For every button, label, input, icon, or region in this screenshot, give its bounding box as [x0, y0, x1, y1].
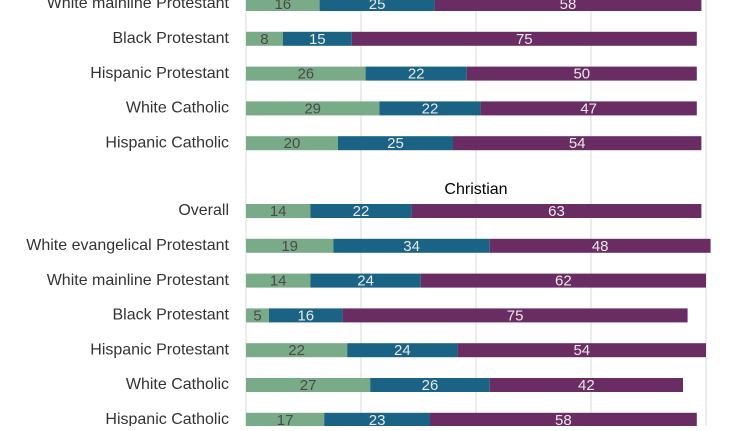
data-label: 20 — [284, 135, 301, 152]
bars — [246, 0, 711, 427]
bar-segment — [338, 136, 453, 151]
data-label: 63 — [548, 203, 565, 220]
data-label: 58 — [560, 0, 577, 13]
bar-segment — [411, 204, 702, 218]
bar-segment — [246, 136, 338, 151]
bar-segment — [480, 101, 697, 116]
bar-segment — [310, 273, 421, 288]
bar-segment — [319, 0, 435, 11]
data-label: 15 — [309, 31, 326, 48]
bar-segment — [246, 238, 334, 253]
data-label: 42 — [578, 377, 595, 394]
data-label: 27 — [300, 377, 317, 394]
data-label: 75 — [516, 31, 533, 48]
data-label: 16 — [297, 307, 314, 324]
category-label-black-protestant: Black Protestant — [113, 30, 230, 47]
bar-segment — [370, 378, 490, 392]
data-label: 22 — [288, 342, 305, 359]
data-label: 54 — [573, 342, 590, 359]
category-label-white-mainline-protestant: White mainline Protestant — [47, 272, 230, 289]
category-label-white-mainline-protestant: White mainline Protestant — [47, 0, 230, 12]
category-label-white-evangelical-protestant: White evangelical Protestant — [26, 237, 229, 254]
data-label: 54 — [569, 135, 586, 152]
bar-segment — [246, 101, 380, 116]
bar-segment — [246, 412, 325, 427]
bar-segment — [489, 378, 683, 392]
data-label: 50 — [573, 66, 590, 83]
bar-segment — [246, 343, 348, 358]
data-label: 47 — [580, 100, 597, 117]
data-label: 14 — [270, 203, 287, 220]
bar-segment — [420, 273, 706, 288]
data-label: 24 — [394, 342, 411, 359]
bar-segment — [457, 343, 706, 358]
data-label: 62 — [555, 273, 572, 290]
data-label: 17 — [277, 412, 294, 426]
bar-segment — [379, 101, 481, 116]
data-label: 22 — [408, 66, 425, 83]
data-label: 16 — [274, 0, 291, 13]
bar-segment — [282, 31, 352, 46]
bar-segment — [246, 31, 283, 46]
data-label: 58 — [555, 412, 572, 426]
data-label: 24 — [357, 273, 374, 290]
bar-segment — [246, 204, 311, 218]
bar-segment — [324, 412, 430, 427]
bar-segment — [434, 0, 702, 11]
data-label: 8 — [260, 31, 268, 48]
data-label: 23 — [369, 412, 386, 426]
bar-segment — [489, 238, 711, 253]
data-label: 25 — [387, 135, 404, 152]
data-label: 75 — [507, 307, 524, 324]
bar-segment — [333, 238, 490, 253]
category-label-overall: Overall — [178, 202, 229, 219]
bar-segment — [347, 343, 458, 358]
data-label: 48 — [592, 238, 609, 255]
category-label-white-catholic: White Catholic — [126, 100, 229, 117]
category-label-hispanic-catholic: Hispanic Catholic — [105, 411, 229, 426]
category-label-hispanic-protestant: Hispanic Protestant — [90, 65, 229, 82]
bar-segment — [342, 308, 688, 323]
data-label: 26 — [422, 377, 439, 394]
group-title: Christian — [444, 181, 507, 198]
bar-segment — [365, 66, 467, 81]
category-label-white-catholic: White Catholic — [126, 376, 229, 393]
bar-segment — [246, 0, 320, 11]
data-label: 22 — [422, 100, 439, 117]
data-label: 25 — [369, 0, 386, 13]
bar-segment — [246, 378, 371, 392]
data-label: 5 — [253, 307, 261, 324]
bar-segment — [453, 136, 702, 151]
bar-segment — [351, 31, 697, 46]
data-label: 14 — [270, 273, 287, 290]
data-label: 29 — [304, 100, 321, 117]
bar-segment — [466, 66, 697, 81]
data-label: 26 — [297, 66, 314, 83]
bar-segment — [246, 273, 311, 288]
category-label-hispanic-protestant: Hispanic Protestant — [90, 341, 229, 358]
bar-segment — [246, 308, 269, 323]
data-label: 22 — [353, 203, 370, 220]
bar-segment — [430, 412, 697, 427]
category-label-hispanic-catholic: Hispanic Catholic — [105, 134, 229, 151]
category-label-black-protestant: Black Protestant — [113, 307, 230, 324]
data-label: 19 — [281, 238, 298, 255]
data-label: 34 — [403, 238, 420, 255]
bar-segment — [246, 66, 366, 81]
bar-segment — [269, 308, 343, 323]
bar-segment — [310, 204, 412, 218]
